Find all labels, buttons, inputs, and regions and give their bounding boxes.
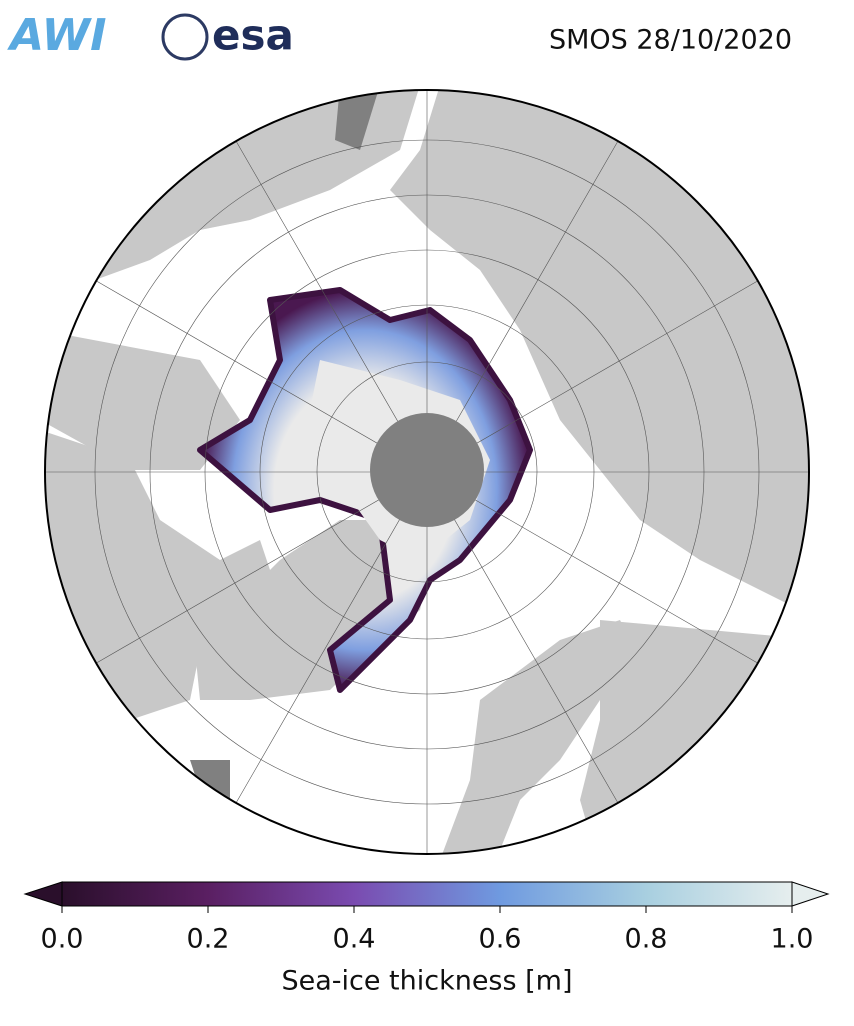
colorbar	[61, 881, 793, 907]
colorbar-tick-label: 0.6	[479, 924, 522, 955]
no-data	[335, 90, 380, 150]
map-title: SMOS 28/10/2020	[549, 25, 792, 56]
colorbar-ticks: 0.0 0.2 0.4 0.6 0.8 1.0	[41, 906, 814, 955]
esa-logo-mark	[161, 13, 209, 61]
colorbar-over	[791, 881, 830, 907]
colorbar-under	[23, 881, 63, 907]
colorbar-tick-label: 0.4	[333, 924, 376, 955]
land	[440, 620, 640, 854]
map-frame	[44, 89, 810, 855]
land	[195, 520, 430, 700]
land	[45, 430, 280, 720]
colorbar-tick-label: 0.0	[41, 924, 84, 955]
colorbar-label: Sea-ice thickness [m]	[281, 966, 572, 997]
no-data	[190, 760, 230, 800]
awi-logo: AWI	[7, 10, 107, 61]
esa-logo: esa	[212, 11, 294, 60]
colorbar-tick-label: 0.2	[187, 924, 230, 955]
pole-hole	[370, 413, 484, 527]
colorbar-tick-label: 0.8	[625, 924, 668, 955]
colorbar-tick-label: 1.0	[771, 924, 814, 955]
land	[45, 330, 240, 470]
